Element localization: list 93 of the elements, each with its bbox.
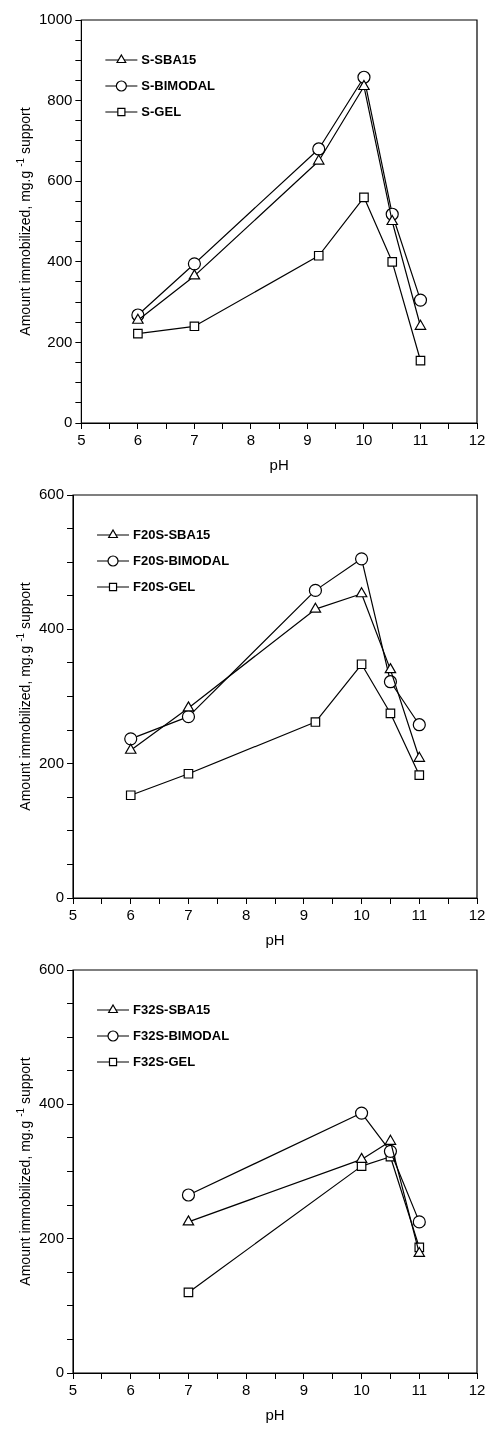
- x-tick-label: 11: [411, 1381, 428, 1399]
- point: [309, 602, 322, 613]
- point: [384, 663, 397, 674]
- x-tick-label: 5: [77, 431, 86, 449]
- legend-label: F20S-SBA15: [133, 526, 211, 542]
- legend-label: F20S-GEL: [133, 578, 196, 594]
- x-tick-label: 12: [468, 1381, 486, 1399]
- point: [356, 659, 367, 670]
- legend-label: S-SBA15: [141, 51, 197, 67]
- point: [313, 250, 324, 261]
- x-tick-label: 6: [126, 1381, 135, 1399]
- point: [124, 743, 137, 754]
- y-tick-label: 0: [64, 413, 73, 431]
- x-tick-label: 8: [246, 431, 256, 449]
- point: [354, 1106, 369, 1120]
- point: [133, 328, 143, 339]
- x-tick-label: 6: [126, 906, 135, 924]
- point: [132, 313, 144, 324]
- y-tick-label: 0: [55, 888, 65, 906]
- point: [183, 768, 194, 779]
- y-tick-label: 200: [47, 332, 73, 350]
- point: [412, 718, 426, 732]
- point: [359, 192, 369, 203]
- legend-label: S-BIMODAL: [141, 77, 216, 93]
- y-tick-label: 1000: [38, 10, 73, 28]
- point: [189, 321, 200, 332]
- point: [182, 701, 195, 712]
- x-tick-label: 9: [303, 431, 312, 449]
- legend-label: F32S-SBA15: [133, 1001, 211, 1017]
- x-tick-label: 6: [133, 431, 143, 449]
- x-tick-label: 11: [411, 906, 428, 924]
- x-tick-label: 11: [412, 431, 429, 449]
- point: [413, 751, 426, 762]
- point: [384, 1134, 397, 1145]
- x-tick-label: 7: [190, 431, 199, 449]
- x-tick-label: 9: [299, 906, 309, 924]
- x-tick-label: 8: [241, 1381, 251, 1399]
- point: [383, 675, 398, 689]
- x-tick-label: 7: [184, 1381, 193, 1399]
- legend-label: F32S-GEL: [133, 1053, 196, 1069]
- y-tick-label: 400: [47, 251, 73, 269]
- x-tick-label: 10: [353, 1381, 370, 1399]
- point: [181, 710, 196, 724]
- point: [387, 256, 398, 267]
- y-tick-label: 400: [39, 1094, 65, 1112]
- x-tick-label: 12: [468, 431, 486, 449]
- point: [412, 1215, 426, 1229]
- y-tick-label: 800: [47, 90, 73, 108]
- point: [308, 583, 323, 597]
- point: [413, 293, 428, 307]
- point: [354, 552, 369, 566]
- y-tick-label: 0: [55, 1363, 65, 1381]
- point: [312, 142, 326, 156]
- point: [385, 708, 396, 719]
- y-tick-label: 400: [39, 619, 65, 637]
- point: [414, 770, 425, 780]
- point: [312, 154, 325, 165]
- x-axis-title: pH: [265, 931, 285, 949]
- y-tick-label: 200: [39, 1228, 65, 1246]
- point: [414, 319, 427, 330]
- legend-label: F32S-BIMODAL: [133, 1027, 230, 1043]
- point: [386, 214, 399, 226]
- y-tick-label: 600: [39, 485, 65, 503]
- legend-label: F20S-BIMODAL: [133, 552, 230, 568]
- y-tick-label: 600: [47, 171, 73, 189]
- x-tick-label: 8: [241, 906, 251, 924]
- point: [124, 732, 138, 746]
- point: [188, 269, 201, 280]
- point: [355, 587, 368, 598]
- point: [310, 717, 321, 727]
- legend-label: S-GEL: [141, 103, 182, 119]
- y-axis-title: Amount immobilized, mg.g -1 support: [14, 1057, 33, 1286]
- point: [413, 1246, 426, 1258]
- x-tick-label: 9: [299, 1381, 309, 1399]
- point: [357, 70, 371, 84]
- y-tick-label: 600: [39, 960, 65, 978]
- point: [125, 790, 136, 801]
- point: [187, 257, 202, 271]
- x-axis-title: pH: [265, 1406, 285, 1424]
- x-tick-label: 10: [355, 431, 373, 449]
- y-tick-label: 200: [39, 753, 65, 771]
- point: [181, 1188, 196, 1202]
- x-tick-label: 12: [468, 906, 486, 924]
- point: [355, 1152, 368, 1164]
- x-tick-label: 7: [184, 906, 193, 924]
- y-axis-title: Amount immobilized, mg.g -1 support: [14, 107, 33, 336]
- x-axis-title: pH: [269, 456, 289, 474]
- point: [182, 1215, 195, 1226]
- x-tick-label: 5: [68, 906, 78, 924]
- x-tick-label: 5: [68, 1381, 78, 1399]
- y-axis-title: Amount immobilized, mg.g -1 support: [14, 582, 33, 811]
- x-tick-label: 10: [353, 906, 370, 924]
- point: [358, 79, 370, 91]
